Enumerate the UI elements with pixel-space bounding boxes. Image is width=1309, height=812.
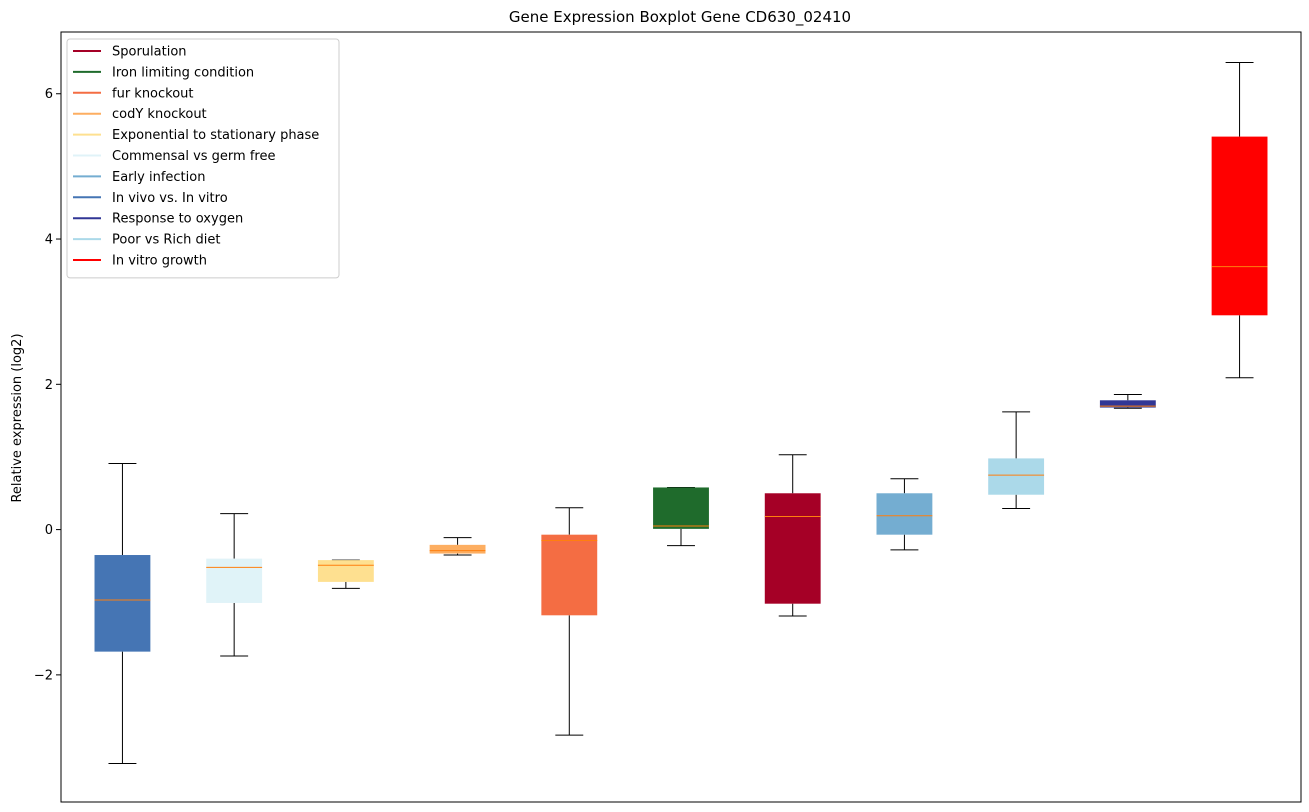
legend-label: Commensal vs germ free (112, 149, 275, 164)
legend-label: fur knockout (112, 86, 194, 101)
legend-label: In vivo vs. In vitro (112, 191, 228, 206)
chart-title: Gene Expression Boxplot Gene CD630_02410 (509, 8, 851, 27)
box-group (317, 559, 374, 589)
legend-label: Exponential to stationary phase (112, 128, 319, 143)
axes-frame (60, 31, 1302, 803)
y-axis-label: Relative expression (log2) (10, 333, 25, 502)
box-body (876, 493, 933, 535)
legend-frame (66, 38, 340, 279)
box-body (429, 544, 486, 554)
y-tick-label: 4 (45, 233, 53, 248)
box-body (988, 458, 1045, 495)
legend-label: Poor vs Rich diet (112, 233, 220, 248)
y-tick-label: 2 (45, 378, 53, 393)
legend-label: codY knockout (112, 107, 207, 122)
legend: Sporulation Iron limiting condition fur kn… (66, 38, 340, 279)
box-group (94, 462, 151, 764)
legend-label: Early infection (112, 170, 205, 185)
box-body (541, 534, 598, 616)
box-body (317, 560, 374, 582)
y-tick-label: 6 (45, 87, 53, 102)
box-group (988, 411, 1045, 510)
box-body (94, 555, 151, 652)
legend-label: Response to oxygen (112, 212, 243, 227)
box-body (1211, 136, 1268, 316)
legend-label: In vitro growth (112, 254, 207, 269)
box-group (876, 478, 933, 551)
box-group (653, 486, 709, 547)
plot-area (94, 62, 1268, 764)
box-body (1099, 400, 1156, 408)
box-group (206, 513, 263, 657)
box-body (764, 493, 821, 604)
box-body (653, 487, 709, 529)
box-group (541, 507, 598, 736)
y-tick-label: −2 (34, 668, 53, 683)
box-group (1211, 62, 1268, 379)
box-group (764, 454, 821, 617)
legend-label: Iron limiting condition (112, 65, 254, 80)
box-group (429, 537, 486, 556)
box-group (1099, 393, 1156, 409)
box-body (206, 558, 263, 603)
legend-label: Sporulation (112, 45, 187, 60)
y-axis: −2 0 2 4 6 (34, 87, 61, 683)
y-tick-label: 0 (45, 523, 53, 538)
